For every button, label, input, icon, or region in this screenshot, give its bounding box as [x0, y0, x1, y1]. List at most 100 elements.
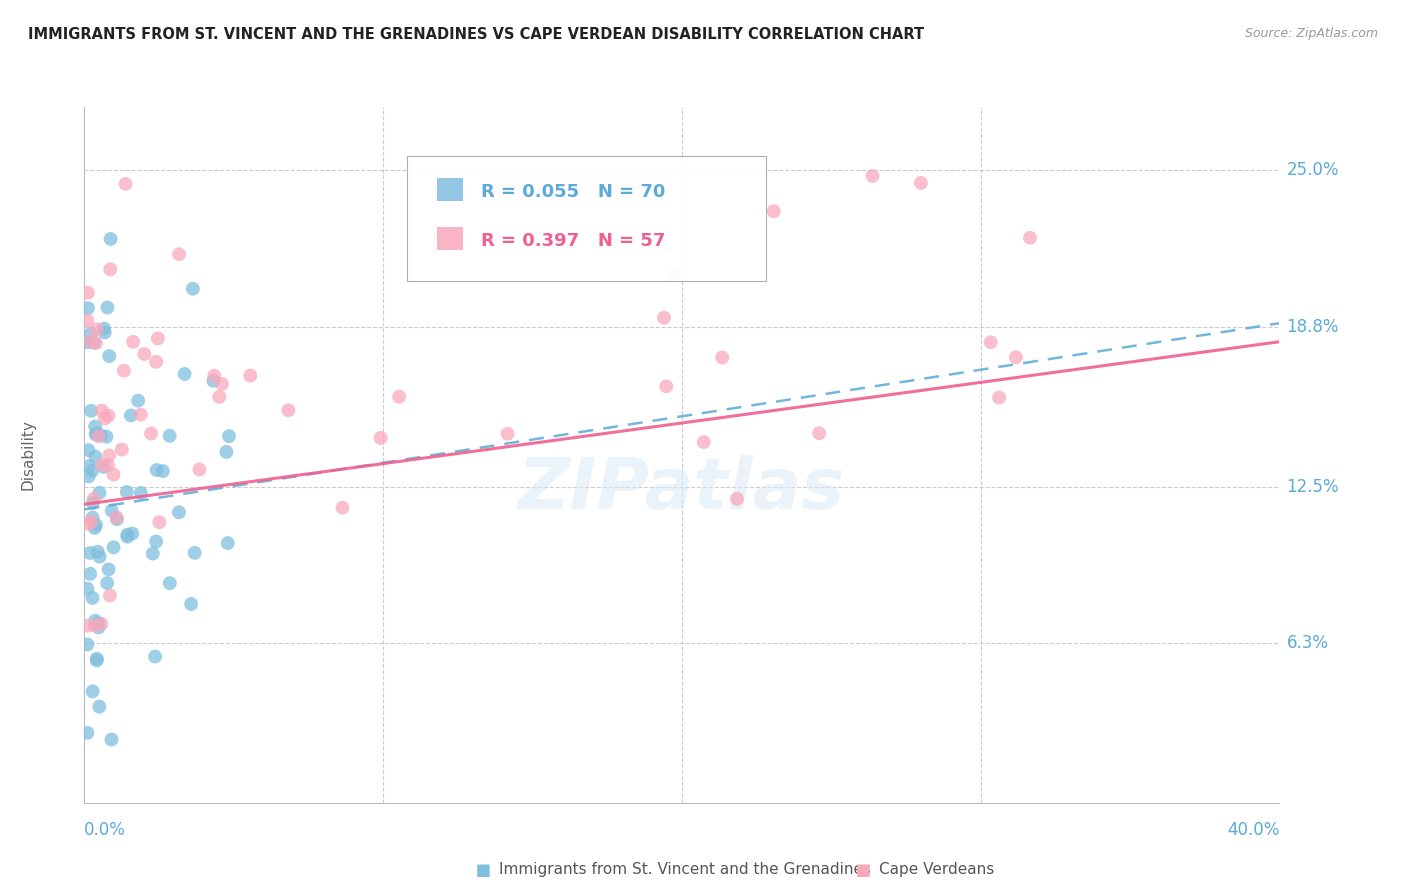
Text: 25.0%: 25.0%	[1286, 161, 1339, 179]
Point	[76, 637, 98, 651]
Point	[239, 368, 262, 383]
Point	[96, 301, 118, 315]
Point	[96, 430, 118, 444]
Point	[86, 426, 108, 441]
Point	[120, 409, 142, 423]
Point	[89, 486, 111, 500]
Point	[83, 335, 105, 350]
Point	[143, 649, 166, 664]
Text: IMMIGRANTS FROM ST. VINCENT AND THE GRENADINES VS CAPE VERDEAN DISABILITY CORREL: IMMIGRANTS FROM ST. VINCENT AND THE GREN…	[28, 27, 924, 42]
Point	[77, 459, 100, 474]
Point	[1019, 231, 1042, 245]
Point	[87, 620, 110, 634]
Point	[76, 313, 98, 327]
Point	[208, 390, 231, 404]
Point	[98, 449, 121, 463]
Point	[146, 331, 169, 345]
Point	[662, 267, 685, 281]
Point	[388, 390, 411, 404]
Point	[183, 546, 205, 560]
Point	[134, 347, 156, 361]
Point	[862, 169, 884, 183]
Point	[332, 500, 354, 515]
Point	[83, 521, 105, 535]
Point	[105, 512, 128, 526]
Point	[98, 589, 121, 603]
Point	[87, 429, 110, 443]
Point	[693, 435, 716, 450]
Point	[82, 684, 104, 698]
Point	[97, 409, 120, 423]
Point	[80, 404, 103, 418]
Point	[79, 546, 101, 560]
Point	[1005, 351, 1028, 365]
Point	[117, 530, 139, 544]
Point	[94, 411, 117, 425]
Point	[808, 426, 831, 441]
Point	[159, 429, 181, 443]
Text: Immigrants from St. Vincent and the Grenadines: Immigrants from St. Vincent and the Gren…	[499, 863, 872, 877]
Bar	[437, 178, 463, 201]
Point	[655, 379, 678, 393]
Point	[90, 458, 112, 472]
Point	[496, 426, 519, 441]
Point	[145, 463, 167, 477]
Text: 6.3%: 6.3%	[1286, 634, 1329, 652]
Point	[100, 232, 122, 246]
Point	[152, 464, 174, 478]
Text: Disability: Disability	[21, 419, 35, 491]
Point	[211, 376, 233, 391]
Point	[84, 336, 107, 351]
Point	[76, 618, 98, 632]
Point	[77, 443, 100, 458]
Point	[86, 653, 108, 667]
Text: 18.8%: 18.8%	[1286, 318, 1339, 336]
Point	[139, 426, 162, 441]
Point	[77, 516, 100, 531]
Point	[100, 503, 122, 517]
Point	[93, 326, 115, 340]
Point	[103, 467, 125, 482]
Point	[90, 616, 112, 631]
Text: R = 0.397   N = 57: R = 0.397 N = 57	[481, 232, 665, 250]
Point	[725, 491, 748, 506]
Point	[202, 368, 225, 383]
Point	[82, 510, 104, 524]
Point	[89, 699, 111, 714]
Point	[84, 427, 107, 442]
Text: Source: ZipAtlas.com: Source: ZipAtlas.com	[1244, 27, 1378, 40]
Point	[84, 614, 107, 628]
Point	[117, 527, 139, 541]
Text: Cape Verdeans: Cape Verdeans	[879, 863, 994, 877]
Point	[93, 459, 115, 474]
Point	[114, 177, 136, 191]
Point	[121, 526, 143, 541]
Point	[762, 204, 785, 219]
Point	[217, 536, 239, 550]
Point	[76, 726, 98, 740]
Point	[652, 310, 675, 325]
Point	[93, 321, 115, 335]
Point	[86, 545, 108, 559]
Point	[159, 576, 181, 591]
Text: R = 0.055   N = 70: R = 0.055 N = 70	[481, 183, 665, 201]
Text: ▪: ▪	[475, 858, 492, 881]
Point	[145, 534, 167, 549]
Text: 12.5%: 12.5%	[1286, 477, 1339, 496]
Point	[181, 282, 204, 296]
Point	[84, 618, 107, 632]
Point	[86, 322, 108, 336]
Point	[115, 484, 138, 499]
Point	[711, 351, 734, 365]
Point	[90, 403, 112, 417]
Point	[202, 374, 225, 388]
Point	[77, 469, 100, 483]
Point	[98, 262, 121, 277]
Point	[129, 486, 152, 500]
Point	[97, 458, 120, 472]
Point	[167, 505, 190, 519]
Point	[97, 562, 120, 576]
Point	[167, 247, 190, 261]
FancyBboxPatch shape	[408, 156, 765, 281]
Point	[98, 349, 121, 363]
